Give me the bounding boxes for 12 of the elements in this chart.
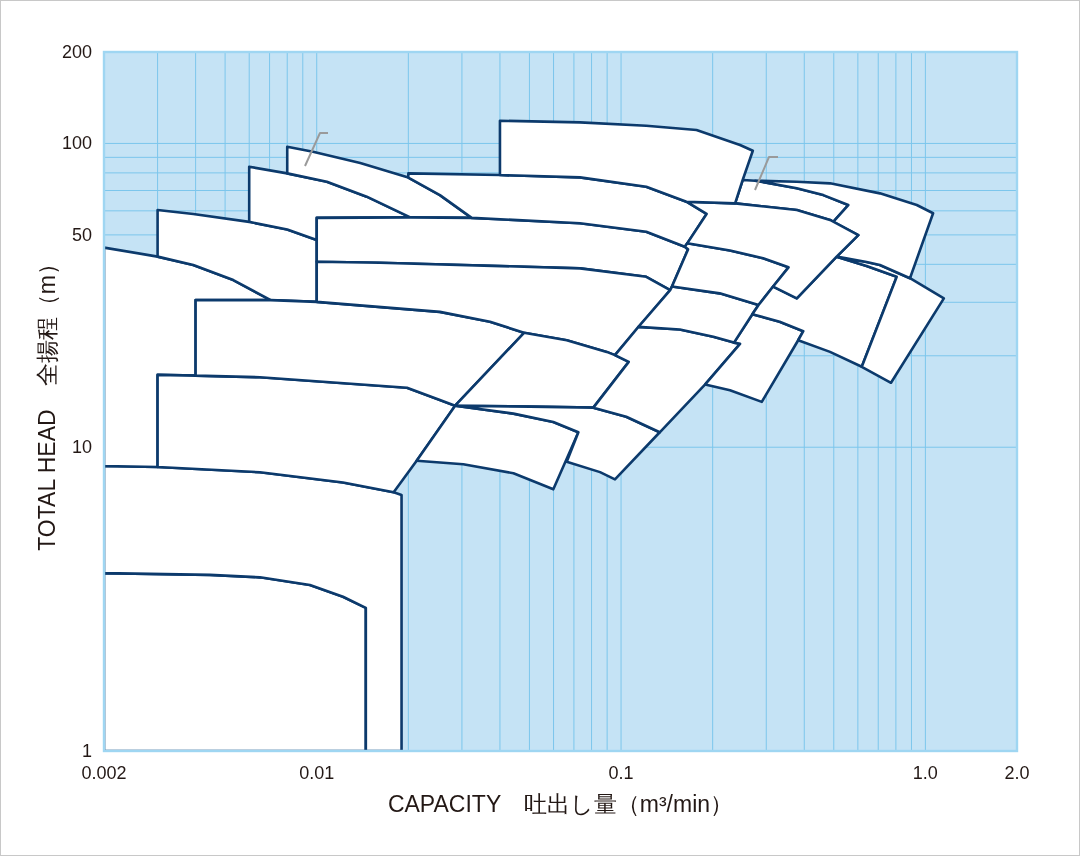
y-tick-label: 100 xyxy=(61,133,92,154)
x-tick-label: 1.0 xyxy=(912,763,938,783)
x-tick-label: 0.002 xyxy=(81,763,127,783)
x-tick-label: 0.1 xyxy=(608,763,634,783)
y-tick-label: 10 xyxy=(71,437,92,458)
x-tick-label: 0.01 xyxy=(299,763,335,783)
y-axis-title: TOTAL HEAD 全揚程（m） xyxy=(34,252,60,551)
x-axis-title: CAPACITY 吐出し量（m³/min） xyxy=(387,791,734,817)
y-tick-label: 50 xyxy=(71,224,92,245)
y-tick-label: 1 xyxy=(82,741,92,761)
x-tick-label: 2.0 xyxy=(1004,763,1030,783)
y-tick-label: 200 xyxy=(61,42,92,62)
